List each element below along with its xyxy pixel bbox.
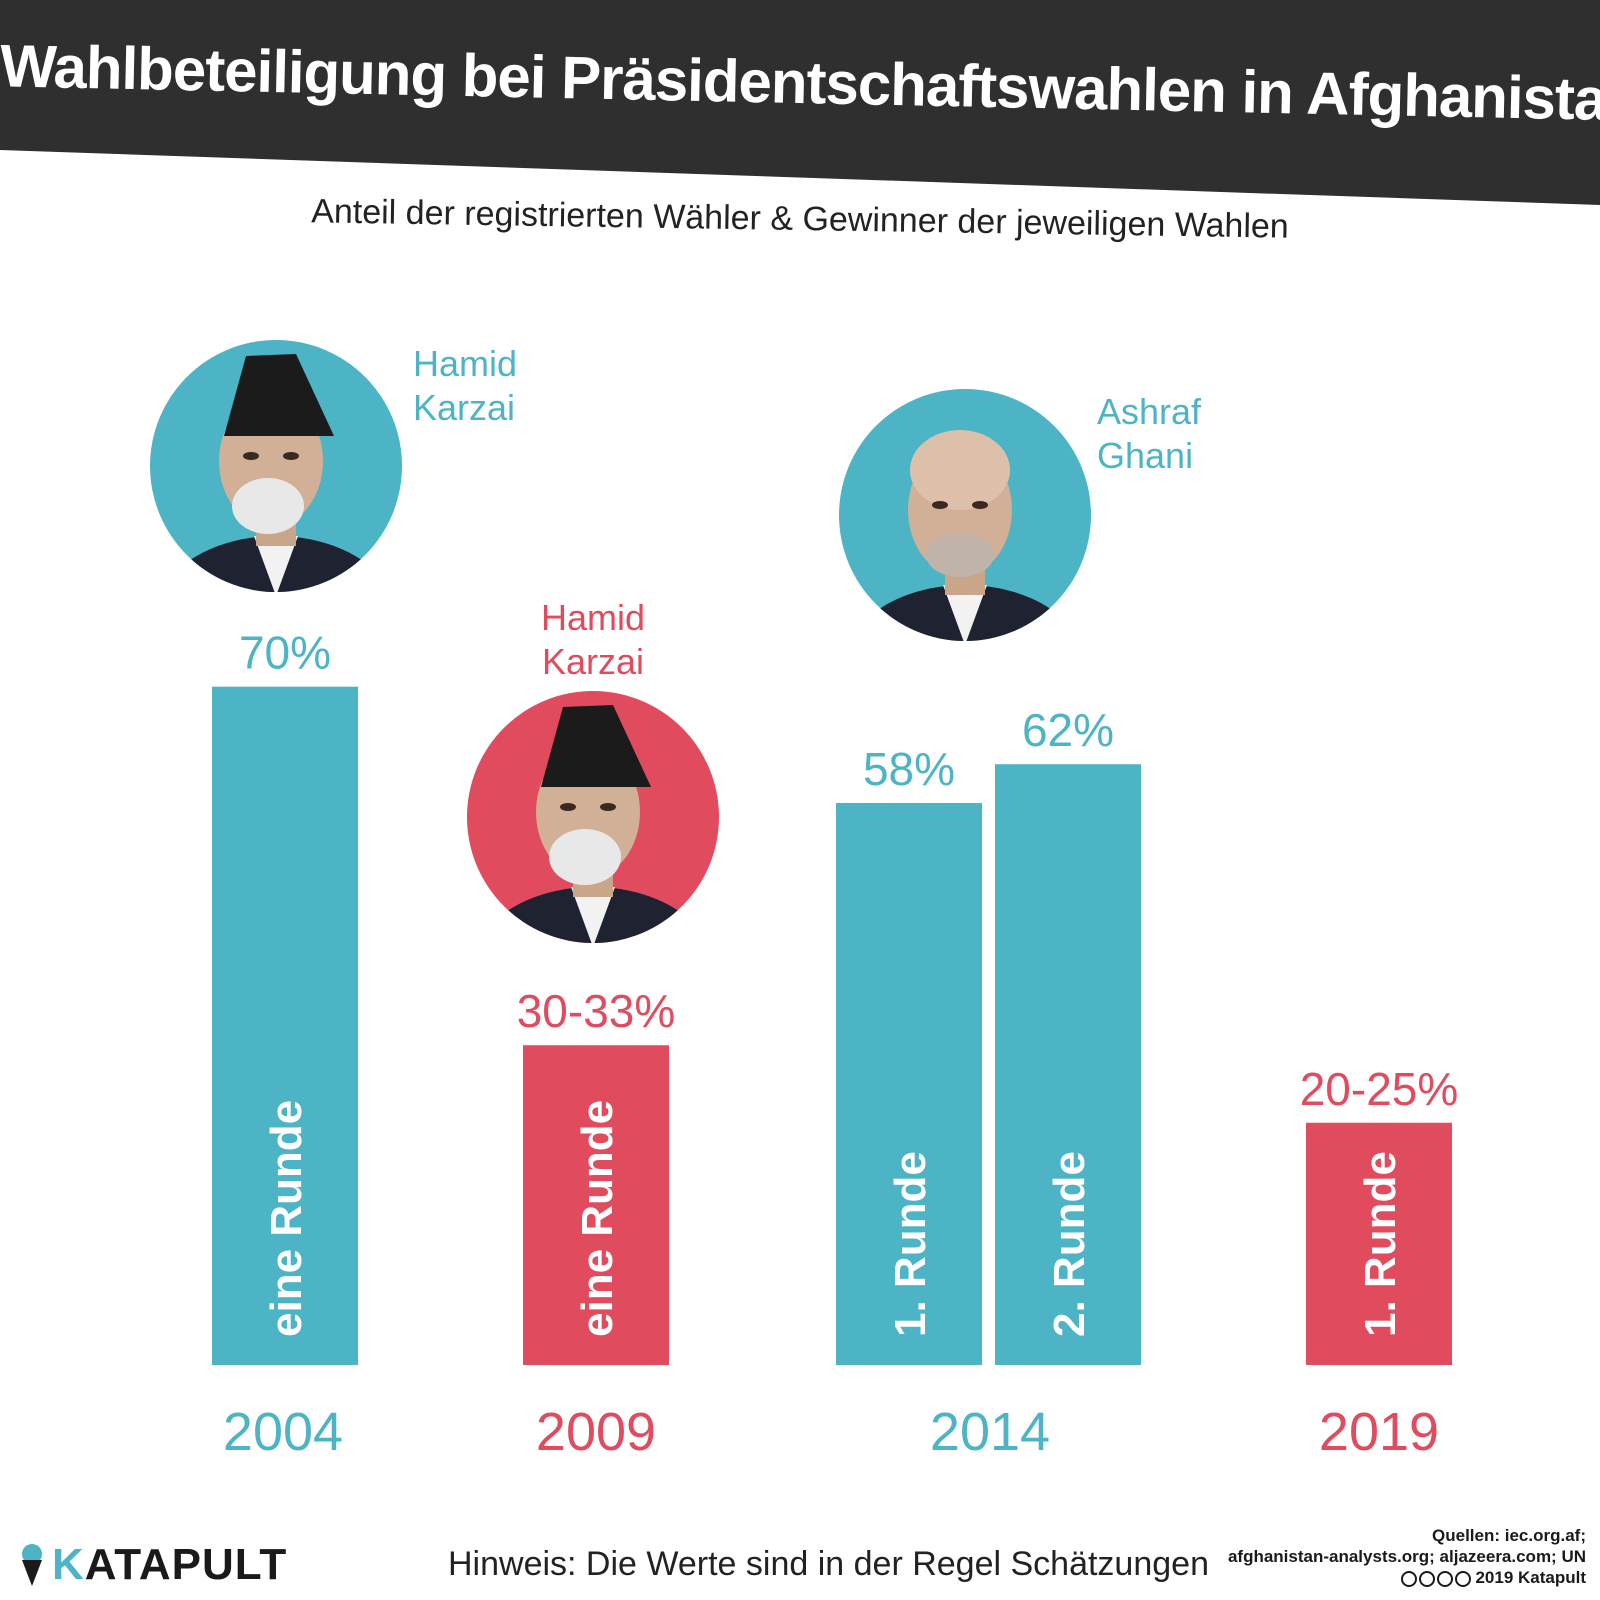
ashraf-ghani-portrait-2014 — [839, 389, 1091, 641]
sources-line-1: Quellen: iec.org.af; — [1432, 1526, 1586, 1545]
portrait-figure — [845, 430, 1085, 641]
bar-2004-1 — [212, 686, 358, 1365]
cc-by-icon — [1419, 1570, 1436, 1587]
head — [910, 430, 1010, 510]
value-label-2014-3: 58% — [863, 743, 955, 795]
winner-name-2004: Hamid Karzai — [413, 343, 517, 428]
beard — [232, 478, 304, 534]
round-label-2009-2: eine Runde — [573, 1100, 622, 1337]
shirt-collar — [254, 536, 298, 592]
round-label-2014-3: 1. Runde — [886, 1151, 935, 1337]
right-eye — [600, 803, 616, 811]
coat-shape — [156, 536, 396, 592]
cc-nc-icon — [1437, 1570, 1454, 1587]
winner-name-2009: Hamid Karzai — [541, 597, 645, 682]
round-label-2004-1: eine Runde — [262, 1100, 311, 1337]
cc-icon — [1401, 1570, 1418, 1587]
karakul-hat — [224, 354, 334, 436]
karakul-hat — [541, 705, 651, 787]
copyright: 2019 Katapult — [1475, 1568, 1586, 1587]
winner-name-line: Ashraf — [1097, 391, 1202, 432]
ice-cream-icon — [22, 1544, 42, 1586]
winner-name-2014: Ashraf Ghani — [1097, 391, 1202, 476]
beard — [549, 829, 621, 885]
header-band — [0, 0, 1600, 205]
left-eye — [560, 803, 576, 811]
left-eye — [932, 501, 948, 509]
left-eye — [243, 452, 259, 460]
brand-name-rest: ATAPULT — [84, 1540, 288, 1589]
year-label-2014: 2014 — [930, 1402, 1050, 1462]
portrait-figure — [473, 705, 713, 943]
katapult-logo: KATAPULT — [18, 1540, 287, 1590]
winner-name-line: Hamid — [413, 343, 517, 384]
brand-name-first-letter: K — [52, 1540, 85, 1589]
round-label-2014-4: 2. Runde — [1045, 1151, 1094, 1337]
winner-name-line: Karzai — [413, 387, 515, 428]
year-label-2004: 2004 — [223, 1402, 343, 1462]
beard — [926, 533, 994, 577]
hamid-karzai-portrait-2004 — [150, 340, 402, 592]
right-eye — [283, 452, 299, 460]
copyright-line: 2019 Katapult — [1228, 1567, 1586, 1588]
hamid-karzai-portrait-2009 — [467, 691, 719, 943]
bar-2014-3 — [836, 802, 982, 1365]
brand-name: KATAPULT — [52, 1540, 287, 1590]
value-label-2014-4: 62% — [1022, 704, 1114, 756]
coat-shape — [845, 585, 1085, 641]
portrait-figure — [156, 354, 396, 592]
creative-commons-icons — [1401, 1570, 1472, 1587]
round-label-2019-5: 1. Runde — [1356, 1151, 1405, 1337]
coat-shape — [473, 887, 713, 943]
value-label-2019-5: 20-25% — [1300, 1063, 1459, 1115]
bar-2009-2 — [523, 1045, 669, 1365]
bar-2014-4 — [995, 764, 1141, 1365]
cc-nd-icon — [1455, 1570, 1472, 1587]
shirt-collar — [943, 585, 987, 641]
right-eye — [972, 501, 988, 509]
year-label-2009: 2009 — [536, 1402, 656, 1462]
bar-2019-5 — [1306, 1122, 1452, 1365]
year-label-2019: 2019 — [1319, 1402, 1439, 1462]
winner-name-line: Hamid — [541, 597, 645, 638]
value-label-2009-2: 30-33% — [517, 985, 676, 1037]
sources-line-2: afghanistan-analysts.org; aljazeera.com;… — [1227, 1547, 1586, 1566]
value-label-2004-1: 70% — [239, 627, 331, 679]
sources: Quellen: iec.org.af; afghanistan-analyst… — [1228, 1525, 1586, 1588]
shirt-collar — [571, 887, 615, 943]
footnote: Hinweis: Die Werte sind in der Regel Sch… — [448, 1545, 1209, 1583]
winner-name-line: Ghani — [1097, 435, 1193, 476]
winner-name-line: Karzai — [542, 641, 644, 682]
